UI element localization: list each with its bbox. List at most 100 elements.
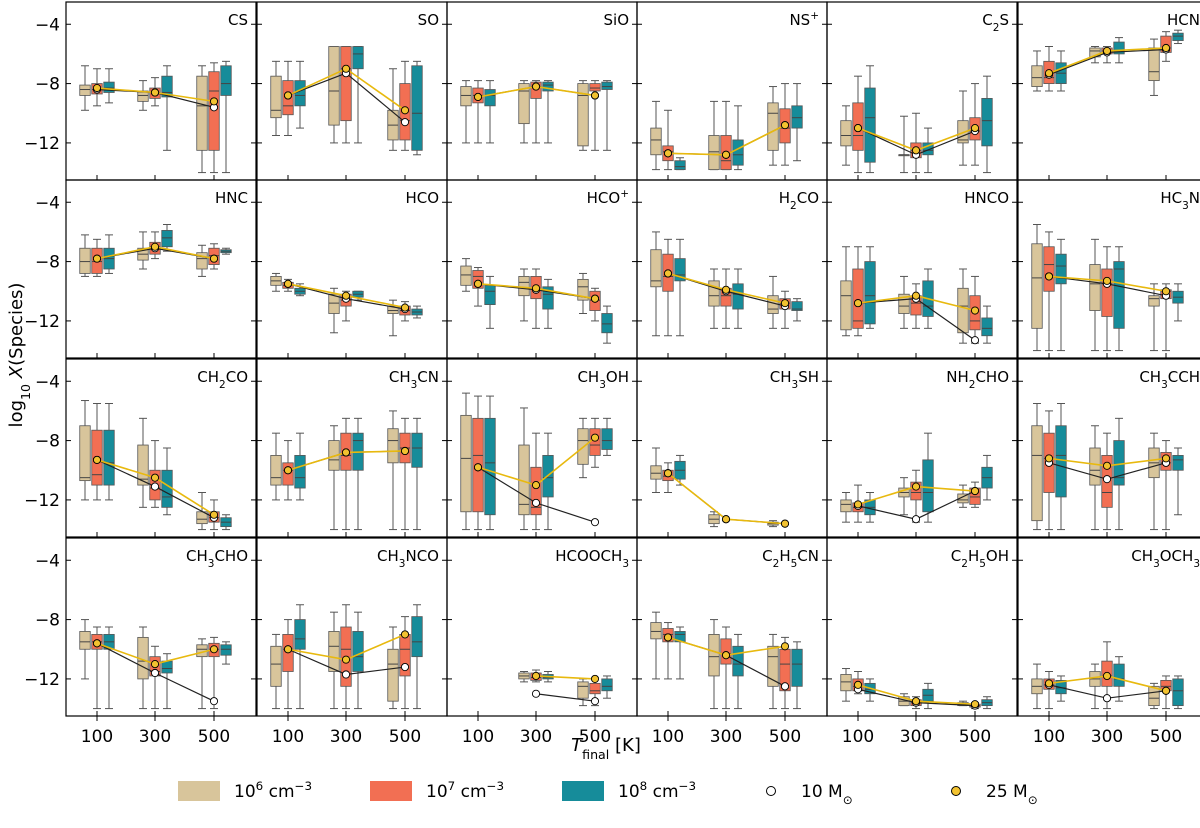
panel-frame	[65, 537, 257, 717]
box-iqr	[1148, 685, 1160, 707]
box-d7-300	[340, 46, 352, 144]
m10-marker	[400, 118, 410, 127]
m25-marker	[209, 645, 219, 654]
box-iqr	[1148, 47, 1160, 82]
x-tick-label: 300	[520, 727, 552, 747]
box-d8-100	[103, 234, 115, 274]
box-iqr	[79, 84, 91, 96]
box-d8-300	[542, 432, 554, 531]
m25-marker	[721, 651, 731, 660]
m25-marker	[92, 455, 102, 464]
m25-marker	[663, 149, 673, 158]
box-iqr	[484, 417, 496, 516]
box-iqr	[484, 284, 496, 306]
box-d7-500	[589, 287, 601, 322]
box-iqr	[411, 65, 423, 151]
box-d7-500	[1160, 440, 1172, 531]
panel-hnc: −4 −8 −12 HNC	[24, 179, 257, 359]
box-d8-100	[674, 626, 686, 680]
box-iqr	[79, 631, 91, 650]
y-tick-label: −12	[24, 134, 60, 154]
m25-marker	[150, 473, 160, 482]
panel-title: CS	[228, 11, 248, 29]
box-d8-100	[864, 246, 876, 329]
panel-ch3sh: CH3SH	[636, 358, 828, 538]
box-d8-500	[1172, 283, 1184, 322]
m25-marker	[663, 633, 673, 642]
box-d7-500	[399, 60, 411, 151]
box-d8-500	[220, 514, 232, 531]
box-iqr	[518, 276, 530, 297]
box-iqr	[577, 278, 589, 301]
box-iqr	[161, 230, 173, 248]
m25-marker	[531, 481, 541, 490]
x-tick-label: 500	[959, 727, 991, 747]
panel-ch3cch: CH3CCH	[1017, 358, 1200, 538]
legend-item-5: 25 M⊙	[951, 782, 1038, 807]
box-iqr	[1043, 246, 1055, 292]
box-iqr	[650, 465, 662, 480]
box-iqr	[957, 287, 969, 334]
box-d7-100	[662, 109, 674, 171]
m10-marker	[209, 697, 219, 706]
box-iqr	[577, 83, 589, 147]
panel-title: CH3CCH	[1139, 368, 1200, 391]
x-tick-label: 300	[139, 727, 171, 747]
box-iqr	[542, 286, 554, 310]
box-d7-100	[472, 80, 484, 144]
legend-marker	[951, 786, 961, 796]
m25-line	[535, 675, 596, 680]
m25-marker	[1161, 287, 1171, 296]
m25-marker	[1102, 671, 1112, 681]
m25-marker	[473, 92, 483, 101]
box-d6-300	[898, 477, 910, 516]
box-iqr	[1148, 295, 1160, 307]
y-tick-label: −8	[35, 253, 60, 273]
box-d8-500	[601, 305, 613, 344]
m25-marker	[1044, 454, 1054, 463]
box-d7-300	[530, 432, 542, 531]
box-d7-300	[530, 268, 542, 329]
box-d8-500	[981, 454, 993, 501]
x-tick-label: 300	[710, 727, 742, 747]
box-d8-300	[1113, 417, 1125, 531]
box-d7-100	[282, 619, 294, 710]
x-tick-label: 300	[900, 727, 932, 747]
panel-title: HCN	[1167, 11, 1200, 29]
panel-title: HCO+	[587, 188, 629, 207]
m25-marker	[150, 88, 160, 97]
m25-marker	[780, 299, 790, 308]
box-iqr	[589, 428, 601, 456]
box-iqr	[1113, 663, 1125, 687]
panel-frame	[826, 358, 1018, 538]
box-iqr	[530, 466, 542, 516]
m25-marker	[1102, 461, 1112, 470]
panel-title: NH2CHO	[946, 368, 1009, 391]
y-tick-label: −4	[35, 193, 60, 213]
box-d6-500	[767, 633, 779, 710]
m25-marker	[853, 124, 863, 133]
box-iqr	[220, 65, 232, 96]
panel-c2h5oh: 100 300 500 C2H5OH	[826, 537, 1018, 747]
m25-marker	[780, 642, 790, 651]
box-iqr	[79, 425, 91, 482]
box-iqr	[650, 127, 662, 156]
m25-marker	[531, 82, 541, 91]
box-d8-300	[542, 278, 554, 329]
legend-label: 108 cm−3	[618, 779, 696, 802]
m25-marker	[150, 660, 160, 669]
box-d7-300	[149, 645, 161, 710]
box-iqr	[650, 622, 662, 640]
panel-title: C2H5OH	[951, 547, 1009, 570]
m25-marker	[92, 83, 102, 93]
box-d8-100	[484, 275, 496, 329]
box-d6-100	[840, 492, 852, 523]
box-d8-100	[294, 604, 306, 710]
box-iqr	[328, 293, 340, 314]
box-iqr	[294, 619, 306, 650]
box-d6-500	[387, 299, 399, 337]
box-d7-100	[91, 626, 103, 710]
box-iqr	[840, 674, 852, 692]
box-d7-100	[1043, 671, 1055, 710]
box-iqr	[161, 75, 173, 98]
